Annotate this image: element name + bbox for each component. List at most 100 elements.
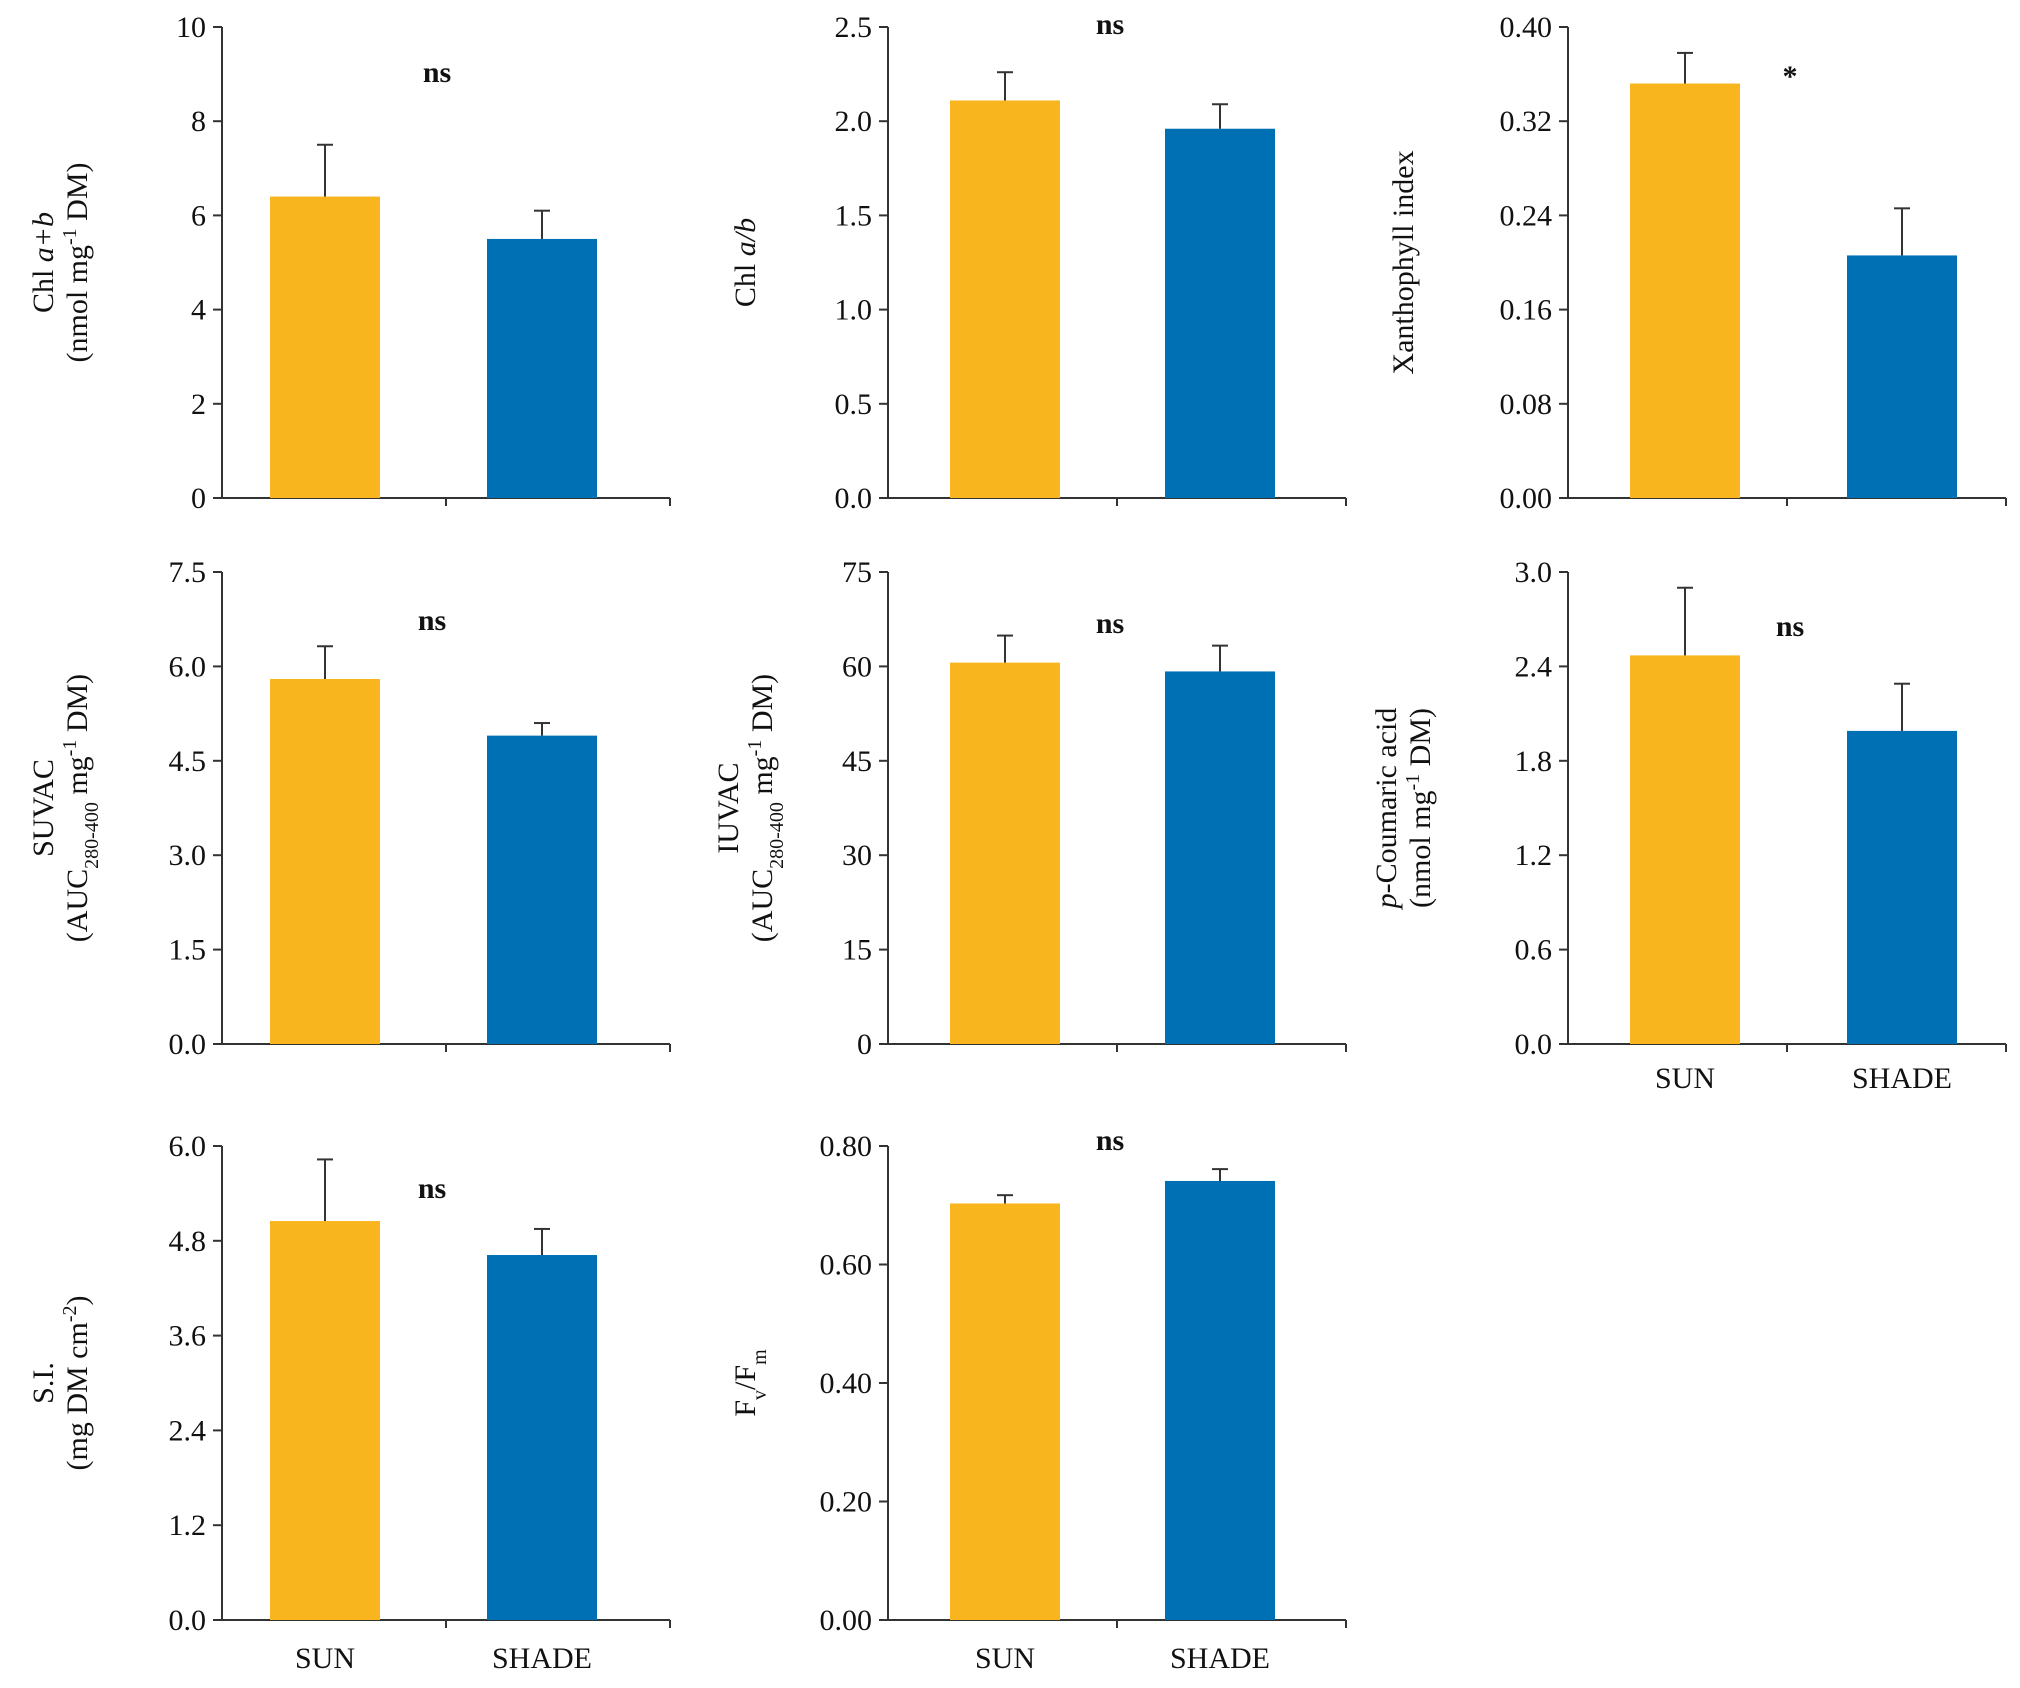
y-axis-label-line: (AUC280-400 mg-1 DM): [744, 674, 788, 942]
y-tick-label: 0.0: [835, 482, 873, 515]
y-tick-label: 0: [191, 482, 206, 515]
y-axis-label-part: (AUC: [746, 869, 779, 942]
category-label-sun: SUN: [1655, 1062, 1715, 1095]
y-axis-label-part: p: [1370, 893, 1403, 910]
y-tick-label: 0.32: [1500, 105, 1553, 138]
bar-sun: [270, 678, 380, 1044]
y-tick-label: 3.6: [169, 1320, 207, 1353]
category-label-shade: SHADE: [1170, 1642, 1270, 1675]
y-axis-label-part: SUVAC: [27, 759, 60, 857]
bar-sun: [270, 196, 380, 498]
y-axis-label: p-Coumaric acid(nmol mg-1 DM): [1370, 708, 1437, 911]
y-axis-label-part: (nmol mg: [61, 245, 94, 363]
y-axis-label: IUVAC(AUC280-400 mg-1 DM): [712, 674, 788, 942]
y-tick-label: 0.00: [1500, 482, 1553, 515]
y-axis-label-part: (AUC: [61, 869, 94, 942]
y-tick-label: 6.0: [169, 650, 207, 683]
y-axis-label: Chl a/b: [729, 218, 762, 307]
y-tick-label: 0.0: [169, 1604, 207, 1637]
y-tick-label: 2.5: [835, 11, 873, 44]
y-tick-label: 2.4: [1515, 650, 1553, 683]
significance-label: ns: [418, 604, 446, 637]
y-tick-label: 45: [842, 745, 872, 778]
y-tick-label: 10: [176, 11, 206, 44]
y-tick-label: 4.5: [169, 745, 207, 778]
y-axis-label-part: DM): [61, 674, 94, 740]
category-label-sun: SUN: [295, 1642, 355, 1675]
category-label-shade: SHADE: [492, 1642, 592, 1675]
y-tick-label: 75: [842, 556, 872, 589]
y-tick-label: 0.00: [820, 1604, 873, 1637]
bar-shade: [487, 735, 597, 1044]
y-axis-label: Xanthophyll index: [1387, 150, 1420, 374]
bar-sun: [950, 1203, 1060, 1620]
significance-label: ns: [1776, 610, 1804, 643]
y-axis-label-part: S.I.: [27, 1362, 60, 1404]
y-tick-label: 2.4: [169, 1414, 207, 1447]
y-tick-label: 6.0: [169, 1130, 207, 1163]
bar-shade: [1165, 128, 1275, 498]
y-axis-label-part: v: [749, 1390, 771, 1400]
y-axis-label-part: DM): [746, 674, 779, 740]
category-label-sun: SUN: [975, 1642, 1035, 1675]
panel-xanthophyll: 0.00 0.08 0.16 0.24 0.32 0.40 * Xanthophyll ind…: [1387, 11, 2007, 515]
panel-fvfm: 0.00 0.20 0.40 0.60 0.80 SUN SHADE ns Fv/Fm: [729, 1124, 1347, 1675]
panel-iuvac: 0 15 30 45 60 75 ns IUVAC(AUC280-400 mg-1 DM): [712, 556, 1347, 1061]
y-axis-label-line: Chl a+b: [27, 212, 60, 313]
significance-label: ns: [1096, 607, 1124, 640]
panel-coumaric: 0.0 0.6 1.2 1.8 2.4 3.0 SUN SHADE ns p-Coumaric a…: [1370, 556, 2007, 1095]
y-tick-label: 0.80: [820, 1130, 873, 1163]
y-axis-label-line: S.I.: [27, 1362, 60, 1404]
y-tick-label: 8: [191, 105, 206, 138]
y-tick-label: 0.0: [1515, 1028, 1553, 1061]
y-tick-label: 0.60: [820, 1249, 873, 1282]
y-axis-label-part: DM): [1404, 708, 1437, 774]
y-axis-label-part: (mg DM cm: [61, 1322, 94, 1470]
y-axis-label-part: a+b: [27, 212, 60, 262]
y-axis-label-line: SUVAC: [27, 759, 60, 857]
y-tick-label: 0: [857, 1028, 872, 1061]
y-tick-label: 4.8: [169, 1225, 207, 1258]
y-tick-label: 1.5: [169, 934, 207, 967]
y-axis-label: S.I.(mg DM cm-2): [27, 1296, 94, 1471]
bar-sun: [950, 100, 1060, 498]
y-tick-label: 30: [842, 839, 872, 872]
panel-si: 0.0 1.2 2.4 3.6 4.8 6.0 SUN SHADE ns S.I.(mg DM c…: [27, 1130, 671, 1675]
y-axis-label-part: Xanthophyll index: [1387, 150, 1420, 374]
significance-label: ns: [1096, 1124, 1124, 1157]
significance-label: ns: [423, 56, 451, 89]
y-axis-label-line: Xanthophyll index: [1387, 150, 1420, 374]
y-axis-label-line: p-Coumaric acid: [1370, 708, 1403, 911]
y-axis-label-line: IUVAC: [712, 762, 745, 853]
y-axis-label-part: IUVAC: [712, 762, 745, 853]
y-axis-label-line: (mg DM cm-2): [59, 1296, 94, 1471]
y-axis-label-part: -1: [59, 740, 81, 757]
bar-shade: [487, 238, 597, 498]
y-tick-label: 1.8: [1515, 745, 1553, 778]
y-axis-label-part: -Coumaric acid: [1370, 708, 1403, 894]
y-axis-label-line: Fv/Fm: [729, 1349, 771, 1417]
y-tick-label: 0.0: [169, 1028, 207, 1061]
y-axis-label-part: m: [749, 1349, 771, 1365]
significance-label: ns: [1096, 8, 1124, 41]
y-axis-label-part: -1: [1402, 774, 1424, 791]
bar-shade: [487, 1255, 597, 1620]
y-tick-label: 1.5: [835, 199, 873, 232]
y-axis-label-part: -2: [59, 1306, 81, 1323]
y-axis-label-line: (nmol mg-1 DM): [59, 162, 94, 362]
y-axis-label: Chl a+b(nmol mg-1 DM): [27, 162, 94, 362]
y-tick-label: 2: [191, 388, 206, 421]
y-axis-label-part: -1: [744, 740, 766, 757]
y-axis-label-part: ): [61, 1296, 94, 1306]
bar-shade: [1847, 730, 1957, 1044]
y-tick-label: 0.08: [1500, 388, 1553, 421]
y-axis-label-line: (nmol mg-1 DM): [1402, 708, 1437, 908]
bar-sun: [1630, 655, 1740, 1044]
y-tick-label: 6: [191, 199, 206, 232]
y-tick-label: 0.5: [835, 388, 873, 421]
y-tick-label: 0.20: [820, 1486, 873, 1519]
bar-sun: [950, 662, 1060, 1044]
bar-sun: [1630, 83, 1740, 499]
y-axis-label-part: mg: [61, 756, 94, 802]
panel-chl-a-b: 0.0 0.5 1.0 1.5 2.0 2.5 ns Chl a/b: [729, 8, 1347, 515]
